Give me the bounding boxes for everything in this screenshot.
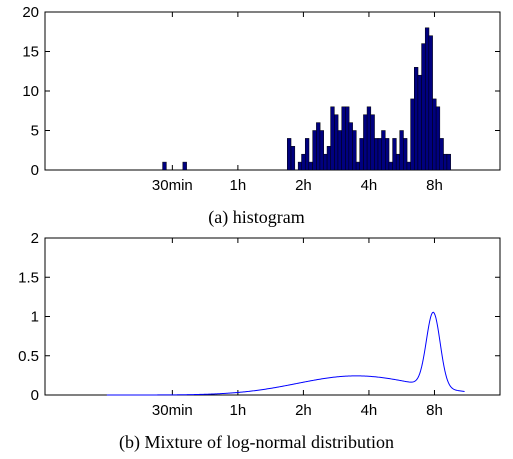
x-tick-label: 2h <box>295 402 312 419</box>
histogram-bar <box>432 98 437 171</box>
x-tick-label: 8h <box>426 402 443 419</box>
histogram-bar <box>395 153 401 171</box>
histogram-bar <box>316 122 321 171</box>
histogram-bar <box>319 130 324 171</box>
x-tick-label: 1h <box>230 402 247 419</box>
mixture-lognormal-chart: 0 0.5 1 1.5 2 30min 1h 2h 4h 8h <box>18 230 501 419</box>
histogram-bar <box>377 138 382 171</box>
histogram-bar <box>435 106 441 171</box>
histogram-chart: 0 5 10 15 20 30min 1h 2h 4h 8h <box>22 4 501 194</box>
histogram-bar <box>290 146 296 171</box>
y-tick-label: 1 <box>31 309 39 326</box>
histogram-bar <box>287 138 292 171</box>
density-line <box>106 311 465 396</box>
y-tick-label: 20 <box>22 4 39 21</box>
histogram-bar <box>341 106 346 171</box>
histogram-bar <box>446 153 451 171</box>
histogram-bar <box>443 153 448 171</box>
histogram-bar <box>345 106 350 171</box>
y-tick-label: 0.5 <box>18 348 39 365</box>
histogram-bar <box>410 98 415 171</box>
histogram-bar <box>182 161 187 171</box>
histogram-bar <box>323 153 328 171</box>
y-tick-label: 15 <box>22 44 39 61</box>
histogram-bar <box>359 138 364 171</box>
histogram-bar <box>388 161 393 171</box>
x-tick-label: 1h <box>230 177 247 194</box>
histogram-bar <box>403 138 408 171</box>
mixture-caption: (b) Mixture of log-normal distribution <box>119 432 394 452</box>
histogram-bar <box>326 146 332 171</box>
histogram-bar <box>334 114 339 171</box>
histogram-bar <box>348 122 353 171</box>
histogram-bar <box>424 27 430 171</box>
y-tick-label: 5 <box>31 123 39 140</box>
histogram-bar <box>308 161 313 171</box>
x-tick-label: 2h <box>295 177 312 194</box>
histogram-bar <box>355 161 361 171</box>
x-tick-label: 4h <box>361 177 378 194</box>
histogram-bar <box>406 161 411 171</box>
histogram-caption: (a) histogram <box>208 207 305 227</box>
y-tick-label: 1.5 <box>18 269 39 286</box>
histogram-bar <box>399 130 404 171</box>
histogram-bar <box>352 130 357 171</box>
histogram-bar <box>414 67 419 171</box>
plot-frame <box>44 237 501 396</box>
x-tick-label: 8h <box>426 177 443 194</box>
histogram-bar <box>312 130 317 171</box>
y-tick-label: 10 <box>22 83 39 100</box>
histogram-bar <box>330 106 335 171</box>
histogram-bar <box>301 153 306 171</box>
x-tick-label: 4h <box>361 402 378 419</box>
y-tick-label: 0 <box>31 162 39 179</box>
histogram-bar <box>417 74 422 171</box>
histogram-bar <box>162 161 167 171</box>
histogram-bar <box>439 138 444 171</box>
y-tick-label: 2 <box>31 230 39 247</box>
histogram-bar <box>421 43 426 171</box>
histogram-bar <box>381 130 386 171</box>
histogram-bar <box>363 114 368 171</box>
histogram-bar <box>374 138 379 171</box>
x-tick-label: 30min <box>152 177 193 194</box>
histogram-bar <box>337 130 342 171</box>
histogram-bar <box>304 138 310 171</box>
histogram-bar <box>385 138 390 171</box>
histogram-bar <box>392 138 397 171</box>
histogram-bar <box>428 35 433 171</box>
y-tick-label: 0 <box>31 387 39 404</box>
histogram-bar <box>366 106 372 171</box>
histogram-bar <box>370 114 375 171</box>
x-tick-label: 30min <box>152 402 193 419</box>
